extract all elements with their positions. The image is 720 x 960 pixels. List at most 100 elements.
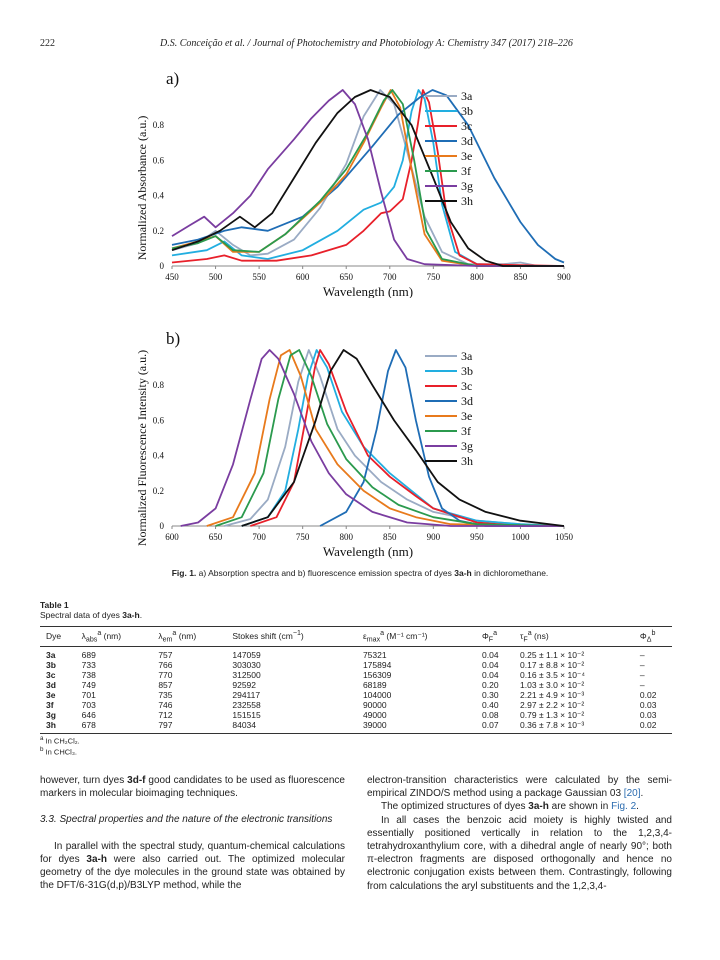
series-line-3e [206,349,565,527]
legend-label-3h: 3h [461,194,473,208]
series-line-3f [171,89,564,267]
table-cell: 0.17 ± 8.8 × 10⁻² [520,659,585,670]
table-row: 3a 689 757 147059 75321 0.04 0.25 ± 1.1 × 10⁻²… [40,646,672,660]
table-row: 3f 703 746 232558 90000 0.40 2.97 ± 2.2 × 10⁻²… [40,700,672,710]
table-cell: 1.03 ± 3.0 × 10⁻² [520,679,585,690]
table-cell: 0.36 ± 7.8 × 10⁻³ [514,719,634,734]
column-header: λabsa (nm) [75,626,153,647]
table-cell: 92592 [232,679,256,690]
section-heading: 3.3. Spectral properties and the nature … [40,814,333,826]
x-tick-label: 600 [296,272,310,282]
series-line-3b [241,349,565,527]
caption-text-1: a) Absorption spectra and b) fluorescenc… [196,568,455,578]
table-cell: 0.16 ± 3.5 × 10⁻⁴ [520,669,586,680]
caption-text-2: in dichloromethane. [471,568,549,578]
table-cell: 0.25 ± 1.1 × 10⁻² [520,649,585,660]
table-cell: 857 [158,679,173,690]
series-line-3f [215,349,565,527]
y-tick-label: 0.4 [153,451,165,461]
y-tick-label: 0 [160,521,165,531]
fluorescence-spectra-chart: b) 600 650 700 750 800 850 900 950 1000 1050 0 0.2 0.… [135,329,574,559]
y-tick-label: 0.6 [153,155,165,165]
paragraph: In parallel with the spectral study, qua… [40,840,345,892]
legend-label-3a: 3a [461,89,473,103]
table-cell: 84034 [226,719,357,734]
table-cell: 3h [40,719,76,734]
table-cell: – [639,669,645,680]
paragraph: In all cases the benzoic acid moiety is … [367,814,672,892]
table-cell: 701 [81,689,96,700]
column-header: λema (nm) [152,626,227,647]
y-tick-label: 0.8 [153,380,165,390]
x-tick-label: 900 [557,272,571,282]
journal-citation-text: D.S. Conceição et al. / Journal of Photo… [160,38,573,49]
x-axis-label: Wavelength (nm) [323,284,413,298]
table-cell: 689 [81,649,96,660]
x-tick-label: 600 [165,532,179,542]
footnote-text: In CH₂Cl₂. [43,736,80,746]
table-row: 3h 678 797 84034 39000 0.07 0.36 ± 7.8 × 10⁻³ 0… [40,719,672,734]
x-tick-label: 700 [383,272,397,282]
series-line-3d [171,89,565,264]
legend-label-3e: 3e [461,149,472,163]
table-cell: 49000 [362,709,387,720]
table-cell: 712 [158,709,173,720]
table-cell: 147059 [232,649,261,660]
table-cell: 3c [46,669,56,680]
table-cell: 646 [81,709,96,720]
running-header: 222 D.S. Conceição et al. / Journal of P… [40,38,680,52]
caption-dyes: 3a-h [454,568,472,578]
x-tick-label: 800 [470,272,484,282]
y-axis-label: Normalized Absorbance (a.u.) [135,116,149,261]
x-tick-label: 750 [296,532,310,542]
y-tick-label: 0.6 [153,415,165,425]
x-tick-label: 700 [252,532,266,542]
table-cell: 0.40 [482,699,499,710]
table-cell: 733 [81,659,96,670]
table-cell: 68189 [362,679,387,690]
table-cell: 0.04 [482,659,499,670]
table-cell: 749 [81,679,96,690]
column-header: εmaxa (M⁻¹ cm⁻¹) [356,626,476,647]
reference-link[interactable]: [20] [623,788,641,800]
table-number: Table 1 [40,600,69,610]
figure-caption: Fig. 1. a) Absorption spectra and b) flu… [40,568,680,578]
table-cell: 104000 [362,689,392,700]
legend-label-3a: 3a [461,349,473,363]
x-tick-label: 750 [427,272,441,282]
table-row: 3b 733 766 303030 175894 0.04 0.17 ± 8.8 × 10⁻… [40,660,672,670]
table-caption: Table 1 Spectral data of dyes 3a-h. [40,600,142,620]
x-tick-label: 650 [339,272,353,282]
x-tick-label: 1000 [511,532,530,542]
y-tick-label: 0.2 [153,486,164,496]
legend-label-3g: 3g [461,179,473,193]
series-line-3d [319,349,564,527]
series-line-3b [171,89,564,267]
table-cell: 3g [46,709,56,720]
table-cell: 0.30 [482,689,499,700]
table-cell: 735 [158,689,173,700]
table-cell: 312500 [232,669,261,680]
x-tick-label: 650 [209,532,223,542]
series-line-3h [171,89,564,267]
table-footnote-a: a In CH₂Cl₂. [40,735,80,746]
x-tick-label: 850 [383,532,397,542]
legend-label-3c: 3c [461,379,472,393]
column-header: Dye [40,626,76,647]
table-cell: 0.07 [476,719,515,734]
column-header: ΦΔb [633,626,672,647]
table-cell: 232558 [232,699,261,710]
column-header: Stokes shift (cm−1) [226,626,357,647]
series-line-3g [180,349,564,527]
table-header-row: Dye λabsa (nm) λema (nm) Stokes shift (cm−1… [40,626,672,647]
x-tick-label: 500 [209,272,223,282]
figure-link[interactable]: Fig. 2 [611,801,637,813]
table-cell: 746 [158,699,173,710]
x-tick-label: 1050 [555,532,574,542]
table-cell: 0.03 [639,709,657,720]
table-cell: 75321 [362,649,387,660]
footnote-mark: b [40,746,44,753]
table-row: 3e 701 735 294117 104000 0.30 2.21 ± 4.9 × 10⁻… [40,690,672,700]
table-cell: 770 [158,669,173,680]
table-cell: 0.03 [639,699,657,710]
